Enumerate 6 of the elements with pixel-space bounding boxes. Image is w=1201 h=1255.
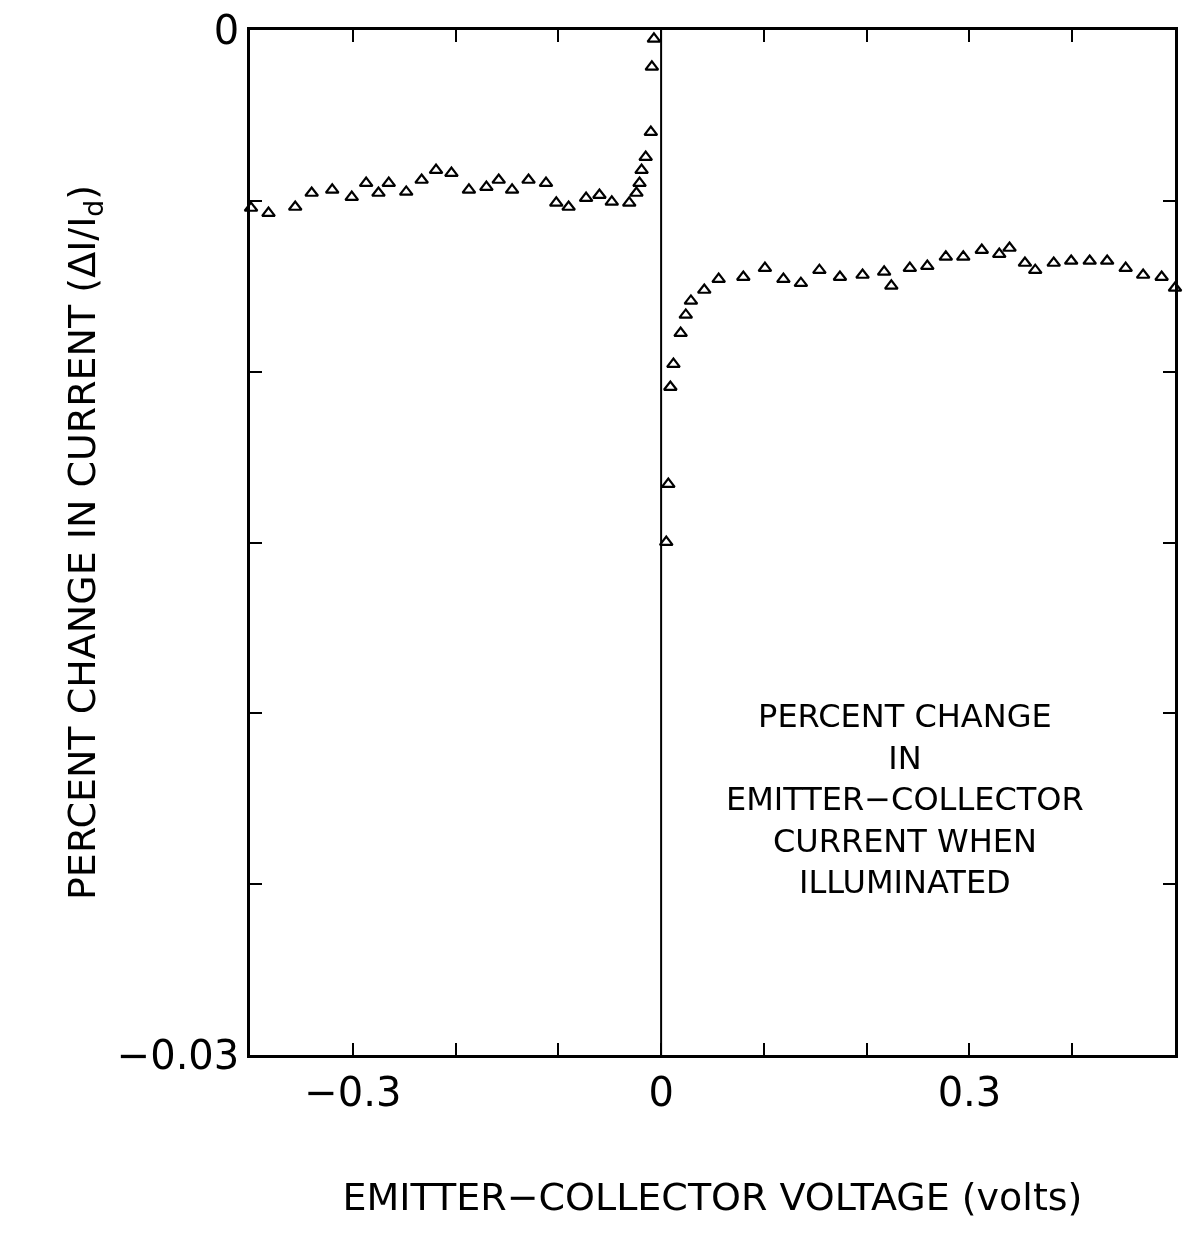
y-tick-label: −0.03 (116, 1032, 240, 1078)
x-tick-label: 0 (648, 1068, 674, 1115)
x-tick-label: 0.3 (937, 1068, 1002, 1115)
x-tick-label: −0.3 (304, 1068, 402, 1115)
annotation: PERCENT CHANGE IN EMITTER−COLLECTOR CURRENT WHEN ILLUMINATED (726, 697, 1084, 902)
x-axis-title: EMITTER−COLLECTOR VOLTAGE (volts) (342, 1174, 1083, 1219)
